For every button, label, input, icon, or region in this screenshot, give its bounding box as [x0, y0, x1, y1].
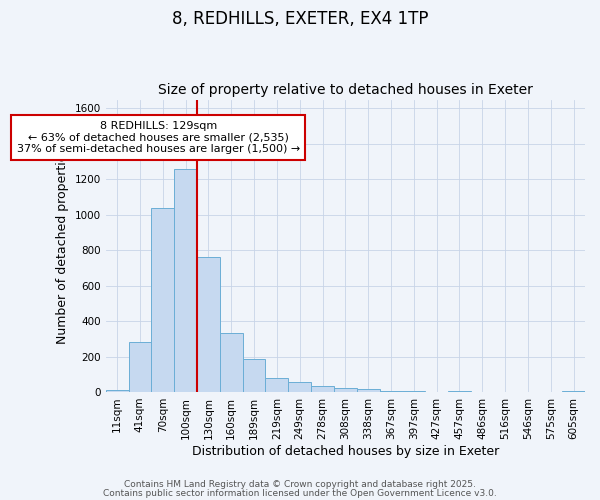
Bar	[174, 168, 197, 392]
Bar	[197, 258, 220, 392]
Bar	[128, 342, 151, 392]
X-axis label: Distribution of detached houses by size in Exeter: Distribution of detached houses by size …	[192, 444, 499, 458]
Bar	[334, 388, 357, 392]
Bar	[311, 386, 334, 392]
Bar	[380, 391, 403, 392]
Bar	[357, 390, 380, 392]
Bar	[106, 390, 128, 392]
Title: Size of property relative to detached houses in Exeter: Size of property relative to detached ho…	[158, 83, 533, 97]
Text: 8 REDHILLS: 129sqm
← 63% of detached houses are smaller (2,535)
37% of semi-deta: 8 REDHILLS: 129sqm ← 63% of detached hou…	[17, 121, 300, 154]
Text: 8, REDHILLS, EXETER, EX4 1TP: 8, REDHILLS, EXETER, EX4 1TP	[172, 10, 428, 28]
Text: Contains public sector information licensed under the Open Government Licence v3: Contains public sector information licen…	[103, 489, 497, 498]
Bar	[448, 391, 471, 392]
Bar	[265, 378, 288, 392]
Y-axis label: Number of detached properties: Number of detached properties	[56, 148, 69, 344]
Text: Contains HM Land Registry data © Crown copyright and database right 2025.: Contains HM Land Registry data © Crown c…	[124, 480, 476, 489]
Bar	[242, 359, 265, 392]
Bar	[220, 332, 242, 392]
Bar	[151, 208, 174, 392]
Bar	[288, 382, 311, 392]
Bar	[562, 391, 585, 392]
Bar	[403, 391, 425, 392]
